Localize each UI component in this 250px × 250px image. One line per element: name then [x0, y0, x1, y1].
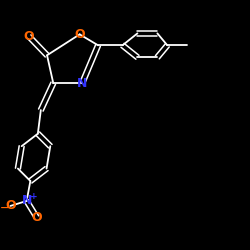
- Text: O: O: [24, 30, 34, 43]
- Text: O: O: [5, 200, 16, 212]
- Text: N: N: [22, 194, 32, 207]
- Text: O: O: [74, 28, 85, 41]
- Text: N: N: [77, 77, 87, 90]
- Text: O: O: [31, 211, 42, 224]
- Text: +: +: [30, 192, 38, 201]
- Text: −: −: [0, 203, 10, 213]
